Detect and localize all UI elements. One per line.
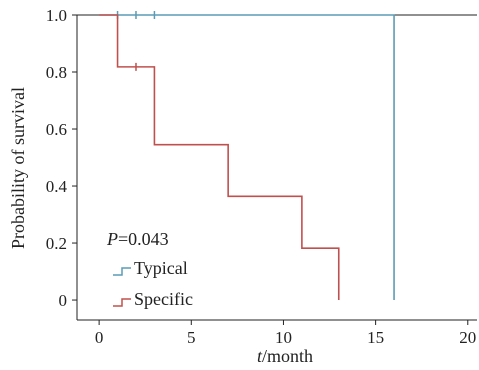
- p-value-italic: P: [106, 229, 118, 249]
- x-tick-label: 5: [187, 328, 196, 347]
- y-ticks: 0 0.2 0.4 0.6 0.8 1.0: [46, 6, 77, 310]
- legend-typical-swatch: [113, 267, 131, 276]
- y-tick-label: 0.2: [46, 234, 67, 253]
- x-ticks: 0 5 10 15 20: [95, 320, 476, 347]
- x-tick-label: 0: [95, 328, 104, 347]
- y-tick-label: 0.4: [46, 177, 68, 196]
- x-tick-label: 15: [367, 328, 384, 347]
- y-tick-label: 0.6: [46, 120, 67, 139]
- y-tick-label: 0.8: [46, 63, 67, 82]
- legend-typical-label: Typical: [134, 258, 188, 278]
- x-tick-label: 10: [275, 328, 292, 347]
- legend: Typical Specific: [113, 258, 193, 309]
- x-axis-title: t/month: [257, 346, 313, 366]
- p-value-text: =0.043: [118, 229, 169, 249]
- y-axis-title: Probability of survival: [8, 87, 28, 249]
- series-line-specific: [99, 14, 340, 301]
- p-value-annotation: P=0.043: [106, 229, 169, 249]
- series-line-typical: [99, 14, 395, 301]
- x-axis-title-italic: t: [257, 346, 263, 366]
- x-axis-title-text: /month: [262, 346, 313, 366]
- series-layer: [99, 11, 395, 301]
- x-tick-label: 20: [459, 328, 476, 347]
- legend-specific-swatch: [113, 298, 131, 307]
- y-tick-label: 0: [59, 291, 68, 310]
- legend-specific-label: Specific: [134, 289, 193, 309]
- y-tick-label: 1.0: [46, 6, 67, 25]
